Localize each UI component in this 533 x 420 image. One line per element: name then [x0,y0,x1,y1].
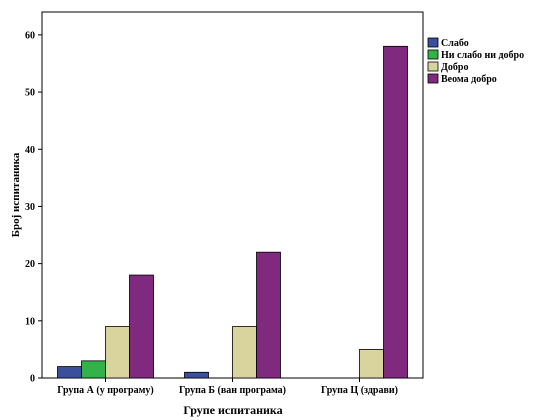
legend-swatch [427,49,439,60]
legend-swatch [427,37,439,48]
plot-area [41,11,424,379]
bar [184,371,209,379]
y-axis-title: Број испитаника [10,152,22,237]
legend-label: Веома добро [441,74,497,85]
legend-swatch [427,73,439,84]
x-axis-title: Групе испитаника [183,403,282,417]
y-tick-label: 60 [25,30,35,41]
bar [256,251,281,379]
y-tick-label: 10 [25,316,35,327]
legend-swatch [427,61,439,72]
x-tick-label: Група Б (ван програма) [179,385,286,396]
bars-group [57,45,408,379]
x-tick-label: Група Ц (здрави) [321,385,398,396]
y-tick-label: 30 [25,202,35,213]
x-axis: Група А (у програму) Група Б (ван програм… [57,378,398,396]
bar [359,349,384,379]
bar [232,326,257,379]
y-tick-label: 20 [25,259,35,270]
y-tick-label: 40 [25,145,35,156]
y-tick-label: 0 [30,374,35,385]
x-tick-label: Група А (у програму) [57,385,154,396]
bar [383,45,408,379]
bar [105,326,130,379]
bar [57,366,82,379]
bar [129,274,154,379]
y-axis: 0 10 20 30 40 50 60 [25,30,42,385]
bar [81,360,106,379]
legend-label: Ни слабо ни добро [441,50,524,61]
legend-label: Добро [441,62,468,73]
y-tick-label: 50 [25,88,35,99]
legend-label: Слабо [441,38,469,49]
